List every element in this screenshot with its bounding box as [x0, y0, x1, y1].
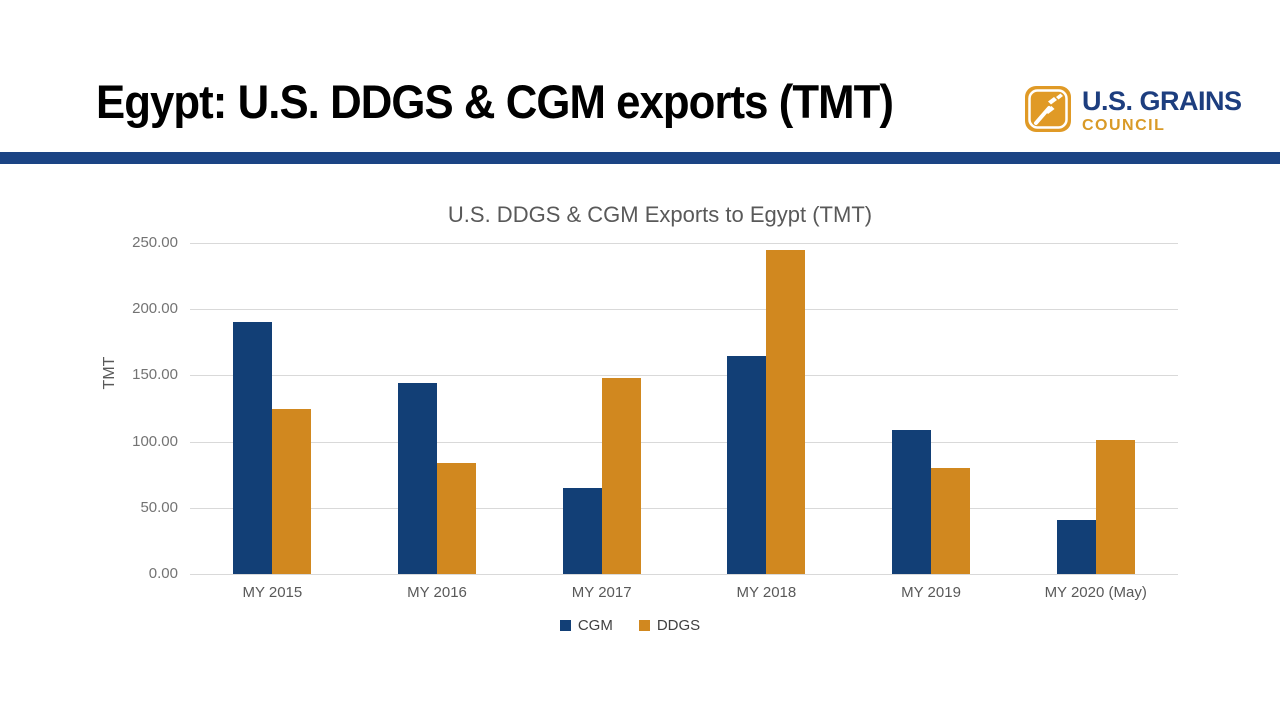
y-gridline-50 — [190, 507, 1178, 509]
bar-pair-my-2016 — [398, 383, 476, 574]
bar-pair-my-2020-may — [1056, 440, 1135, 574]
bar-group-my-2016 — [355, 243, 520, 574]
bar-groups — [190, 243, 1178, 574]
bar-cgm-my-2018 — [727, 355, 767, 574]
chart-title: U.S. DDGS & CGM Exports to Egypt (TMT) — [447, 202, 873, 227]
bar-cgm-my-2019 — [892, 429, 932, 574]
bar-pair-my-2017 — [562, 378, 641, 574]
y-tick-label-150: 150.00 — [132, 366, 178, 384]
plot-area — [190, 243, 1178, 575]
bar-group-my-2018 — [684, 243, 849, 574]
x-tick-label-my-2020-may: MY 2020 (May) — [1044, 584, 1147, 601]
bar-ddgs-my-2020-may — [1095, 440, 1135, 574]
x-tick-label-my-2015: MY 2015 — [242, 584, 303, 601]
bar-ddgs-my-2016 — [437, 462, 476, 574]
x-tick-label-my-2017: MY 2017 — [571, 584, 632, 601]
bar-pair-my-2019 — [892, 429, 971, 574]
logo-line2: COUNCIL — [1082, 117, 1166, 134]
page-title: Egypt: U.S. DDGS & CGM exports (TMT) — [96, 75, 894, 128]
bar-ddgs-my-2017 — [601, 378, 641, 574]
bar-cgm-my-2016 — [398, 383, 437, 574]
y-gridline-0 — [190, 574, 1178, 575]
bar-ddgs-my-2018 — [766, 249, 806, 574]
legend-label-ddgs: DDGS — [656, 617, 701, 634]
bar-cgm-my-2020-may — [1056, 519, 1096, 574]
y-gridline-250 — [190, 243, 1178, 244]
logo-line1: U.S. GRAINS — [1082, 86, 1242, 116]
legend-label-cgm: CGM — [577, 617, 613, 634]
bar-cgm-my-2015 — [233, 322, 273, 574]
bar-ddgs-my-2015 — [272, 408, 312, 574]
legend-item-cgm: CGM — [559, 617, 613, 634]
legend-swatch-ddgs — [638, 620, 650, 631]
y-gridline-200 — [190, 309, 1178, 311]
x-axis-labels: MY 2015 MY 2016 MY 2017 MY 2018 MY 2019 MY 20… — [190, 584, 1178, 601]
y-gridline-150 — [190, 375, 1178, 377]
grains-council-icon — [1025, 86, 1071, 132]
y-tick-label-0: 0.00 — [148, 565, 178, 582]
legend-swatch-cgm — [559, 620, 571, 631]
bar-pair-my-2015 — [233, 322, 312, 574]
bar-group-my-2017 — [519, 243, 684, 574]
bar-group-my-2015 — [190, 243, 355, 574]
bar-group-my-2019 — [849, 243, 1014, 574]
x-tick-label-my-2016: MY 2016 — [407, 584, 467, 601]
chart-legend: CGM DDGS — [150, 617, 1110, 634]
x-tick-label-my-2019: MY 2019 — [901, 584, 961, 601]
legend-item-ddgs: DDGS — [638, 617, 701, 634]
y-tick-label-50: 50.00 — [140, 498, 178, 516]
y-tick-label-250: 250.00 — [132, 234, 178, 251]
us-grains-council-logo: U.S. GRAINS COUNCIL — [1023, 84, 1242, 134]
y-tick-label-100: 100.00 — [132, 432, 178, 450]
logo-text: U.S. GRAINS COUNCIL — [1082, 84, 1242, 134]
bar-pair-my-2018 — [727, 249, 806, 574]
bar-ddgs-my-2019 — [931, 468, 971, 574]
x-tick-label-my-2018: MY 2018 — [736, 584, 797, 601]
y-gridline-100 — [190, 441, 1178, 443]
y-tick-label-200: 200.00 — [132, 300, 178, 318]
header-divider-bar — [0, 152, 1280, 164]
bar-cgm-my-2017 — [562, 487, 602, 574]
bar-group-my-2020-may — [1013, 243, 1178, 574]
